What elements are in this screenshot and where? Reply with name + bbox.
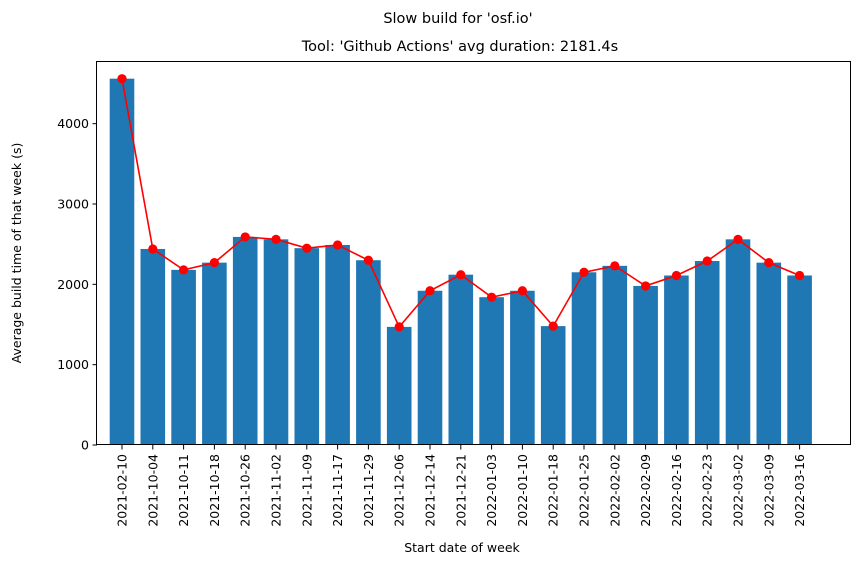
plot-frame [96,61,851,445]
bar-2021-02-10 [109,78,135,445]
x-tick-label: 2022-01-03 [484,454,499,527]
x-tick-label: 2022-03-16 [792,454,807,527]
point-2022-02-09 [641,281,651,291]
x-tick-label: 2022-02-23 [700,454,715,527]
y-tick-label: 2000 [57,277,89,292]
y-tick-label: 3000 [57,196,89,211]
x-tick-label: 2021-11-09 [299,454,314,527]
x-tick-label: 2021-10-04 [145,454,160,527]
x-tick-label: 2021-12-21 [453,454,468,527]
x-tick-label: 2022-01-25 [577,454,592,527]
point-2021-12-21 [456,270,466,280]
bar-2021-10-18 [202,262,227,445]
point-2021-10-11 [179,265,189,275]
bar-2022-01-03 [479,297,504,445]
point-2022-03-09 [764,258,774,268]
point-2022-03-02 [733,234,743,244]
bar-2022-01-10 [510,290,535,445]
bar-2022-01-25 [571,272,597,445]
x-tick-label: 2021-10-26 [238,454,253,527]
x-tick-label: 2022-03-02 [731,454,746,527]
line-layer [117,74,805,332]
x-tick-label: 2022-01-10 [515,454,530,527]
bar-2022-02-09 [633,285,658,445]
bar-2022-02-16 [664,275,689,445]
x-tick-label: 2022-02-09 [638,454,653,527]
bar-2021-11-09 [294,248,320,445]
point-2021-10-04 [148,244,158,254]
point-2022-02-16 [671,270,682,281]
point-2022-01-03 [487,292,497,302]
bar-2022-03-09 [756,262,782,445]
bar-2021-10-26 [232,236,258,445]
point-2021-02-10 [117,74,127,84]
x-tick-label: 2021-10-11 [176,454,191,527]
point-2021-10-18 [209,258,219,268]
chart-title: Tool: 'Github Actions' avg duration: 218… [301,39,618,55]
point-2022-02-23 [702,256,712,266]
bar-2021-12-14 [417,290,443,445]
y-tick-label: 4000 [57,116,89,131]
bar-2022-02-23 [694,261,720,445]
bar-2021-12-21 [448,274,474,445]
x-tick-label: 2021-02-10 [115,454,130,527]
point-2021-11-17 [333,240,343,250]
bar-2021-12-06 [386,326,412,445]
point-2021-12-14 [425,286,435,296]
point-2022-03-16 [795,270,805,281]
y-tick-label: 1000 [57,357,89,372]
bar-2021-10-11 [171,269,196,445]
x-tick-label: 2021-11-29 [361,454,376,527]
point-2021-11-29 [363,255,373,265]
bar-2021-11-17 [325,244,350,445]
point-2022-01-18 [548,321,558,331]
point-2022-02-02 [610,261,620,271]
x-tick-label: 2022-02-02 [607,454,622,527]
x-axis-label: Start date of week [404,540,520,555]
point-2021-11-02 [271,234,281,244]
chart-suptitle: Slow build for 'osf.io' [383,11,532,27]
x-tick-label: 2022-03-09 [761,454,776,527]
point-2021-12-06 [394,322,404,332]
y-axis: 0 1000 2000 3000 4000 [57,116,97,453]
point-2022-01-10 [517,286,528,296]
bars-layer [109,78,812,445]
point-2022-01-25 [579,267,589,277]
bar-2022-02-02 [602,265,628,445]
bar-2021-11-29 [356,260,381,445]
x-tick-label: 2021-12-14 [423,454,438,527]
bar-2022-03-02 [725,239,751,445]
x-tick-label: 2021-12-06 [392,454,407,527]
bar-2022-01-18 [540,326,566,445]
bar-2022-03-16 [787,275,812,445]
x-tick-label: 2022-02-16 [669,454,684,527]
x-tick-label: 2021-10-18 [207,454,222,527]
x-tick-label: 2021-11-17 [330,454,345,527]
y-tick-label: 0 [81,438,89,453]
x-tick-label: 2022-01-18 [546,454,561,527]
x-tick-label: 2021-11-02 [269,454,284,527]
y-axis-label: Average build time of that week (s) [9,143,24,364]
x-axis: 2021-02-10 2021-10-04 2021-10-11 2021-10-18… [115,445,807,527]
bar-2021-11-02 [263,239,289,445]
point-2021-11-09 [302,243,312,253]
point-2021-10-26 [240,232,250,242]
bar-2021-10-04 [140,248,166,445]
